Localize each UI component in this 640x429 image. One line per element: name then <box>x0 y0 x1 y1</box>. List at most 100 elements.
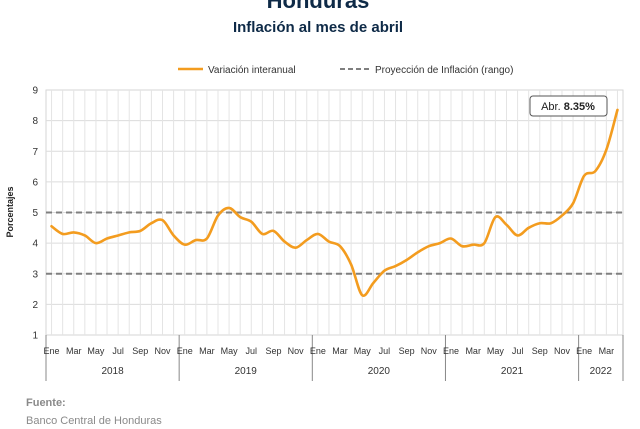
data-point <box>405 259 408 261</box>
data-point <box>572 202 574 205</box>
data-point <box>72 231 75 234</box>
x-tick-label: May <box>487 346 505 356</box>
data-point <box>383 269 386 272</box>
y-tick-label: 6 <box>32 177 38 188</box>
x-tick-label: Nov <box>554 346 571 356</box>
data-point <box>472 243 475 246</box>
x-tick-label: Ene <box>177 346 193 356</box>
data-point <box>483 242 486 245</box>
x-tick-label: Ene <box>310 346 326 356</box>
x-tick-label: Ene <box>576 346 592 356</box>
data-point <box>505 223 508 226</box>
x-tick-label: Mar <box>332 346 348 356</box>
data-point <box>305 239 308 241</box>
data-point <box>228 207 230 209</box>
data-point <box>316 233 319 235</box>
data-point <box>427 245 430 248</box>
x-tick-label: Sep <box>532 346 548 356</box>
year-label: 2019 <box>235 366 258 377</box>
legend: Variación interanual Proyección de Infla… <box>178 65 513 76</box>
annotation-text: Abr. 8.35% <box>541 101 595 113</box>
x-axis: Ene Mar May Jul Sep Nov Ene Mar May Jul Sep Nov Ene M… <box>44 335 624 381</box>
x-tick-label: Jul <box>246 346 258 356</box>
data-point <box>583 174 586 177</box>
x-tick-label: Jul <box>379 346 391 356</box>
data-point <box>538 222 541 225</box>
data-point <box>328 240 330 243</box>
data-point <box>83 234 86 237</box>
year-label: 2018 <box>101 366 124 377</box>
x-tick-label: Nov <box>421 346 438 356</box>
data-point <box>161 219 164 222</box>
data-point <box>461 245 464 248</box>
data-point <box>194 239 197 241</box>
data-point <box>205 237 208 240</box>
data-point <box>283 240 286 243</box>
annotation-box <box>529 95 608 117</box>
data-point <box>561 214 563 217</box>
data-point <box>150 222 153 225</box>
year-label: 2021 <box>501 366 524 377</box>
x-tick-label: Mar <box>599 346 615 356</box>
x-tick-label: Nov <box>288 346 305 356</box>
data-point <box>527 226 530 229</box>
data-point <box>450 237 452 240</box>
annotation-value: 8.35% <box>564 101 595 113</box>
data-point <box>394 265 397 267</box>
chart-subtitle: Inflación al mes de abril <box>233 19 403 36</box>
x-tick-label: Sep <box>132 346 148 356</box>
data-point <box>61 233 64 235</box>
series-line-variacion <box>50 108 619 298</box>
data-point <box>339 245 341 248</box>
data-point <box>106 237 108 240</box>
data-point <box>183 243 186 246</box>
x-tick-label: Jul <box>112 346 124 356</box>
y-tick-label: 1 <box>32 331 38 342</box>
data-point <box>139 229 142 232</box>
data-point <box>117 234 120 237</box>
data-point <box>549 222 552 225</box>
x-tick-label: May <box>221 346 239 356</box>
series-variacion <box>50 108 619 298</box>
y-tick-label: 2 <box>32 300 38 311</box>
data-point <box>217 214 219 217</box>
data-point <box>172 234 175 237</box>
y-tick-label: 4 <box>32 239 38 250</box>
projection-lines <box>46 211 623 275</box>
year-label: 2022 <box>590 366 613 377</box>
data-point <box>516 234 519 237</box>
data-point <box>294 246 297 249</box>
chart-title: Honduras <box>267 0 370 13</box>
y-axis-label: Porcentajes <box>5 186 15 237</box>
annotation-prefix: Abr. <box>541 101 561 113</box>
x-tick-label: May <box>354 346 372 356</box>
y-tick-label: 5 <box>32 208 38 219</box>
data-point <box>605 148 608 151</box>
data-point <box>50 225 53 228</box>
data-point <box>261 233 264 235</box>
data-point <box>128 231 131 234</box>
annotation-callout: Abr. 8.35% <box>529 95 608 117</box>
x-tick-label: Mar <box>465 346 481 356</box>
x-tick-label: Jul <box>512 346 524 356</box>
x-tick-label: Nov <box>155 346 172 356</box>
x-tick-label: Mar <box>66 346 82 356</box>
data-point <box>372 282 375 284</box>
x-tick-label: May <box>87 346 105 356</box>
legend-label-variacion: Variación interanual <box>208 65 296 76</box>
data-point <box>416 251 419 254</box>
x-tick-label: Ene <box>443 346 459 356</box>
x-tick-label: Sep <box>399 346 415 356</box>
x-tick-label: Sep <box>265 346 281 356</box>
data-point <box>594 170 597 173</box>
data-point <box>95 242 97 245</box>
data-point <box>350 263 353 266</box>
source-heading: Fuente: <box>26 397 66 409</box>
data-point <box>361 294 364 297</box>
y-axis: 1 2 3 4 5 6 7 8 9 <box>32 86 38 342</box>
x-tick-label: Ene <box>44 346 60 356</box>
data-point <box>239 216 242 218</box>
legend-label-proyeccion: Proyección de Inflación (rango) <box>375 65 513 76</box>
